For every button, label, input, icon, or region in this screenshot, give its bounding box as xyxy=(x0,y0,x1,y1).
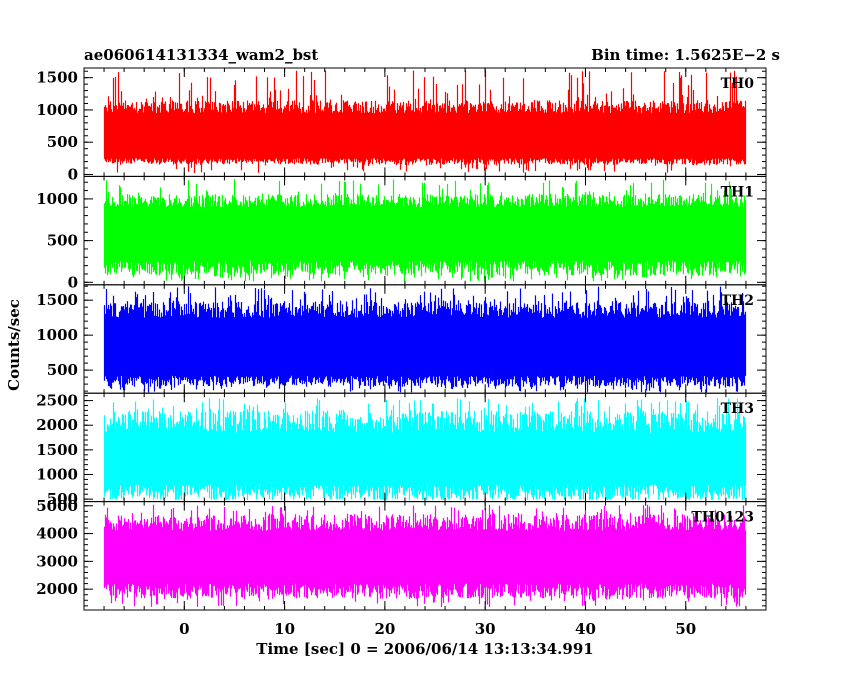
x-tick-label: 50 xyxy=(675,620,696,638)
y-tick-label: 1000 xyxy=(36,101,78,119)
panel-th2: 500 1000 1500 TH2 xyxy=(36,284,767,394)
y-tick-label: 500 xyxy=(47,490,78,508)
panel-label-th0: TH0 xyxy=(721,76,755,92)
panel-label-th0123: TH0123 xyxy=(691,510,754,526)
y-tick-label: 4000 xyxy=(36,525,78,543)
series-trace-th2 xyxy=(103,286,747,393)
panel-th0: 0 500 1000 1500 TH0 xyxy=(36,67,767,183)
y-tick-label: 1000 xyxy=(36,326,78,344)
y-tick-label: 5000 xyxy=(36,497,78,515)
panel-label-th1: TH1 xyxy=(721,184,754,200)
x-axis: 0 10 20 30 40 50 xyxy=(179,620,696,638)
y-tick-label: 1000 xyxy=(36,466,78,484)
panel-label-th2: TH2 xyxy=(721,293,754,309)
y-tick-label: 3000 xyxy=(36,552,78,570)
panel-label-th3: TH3 xyxy=(721,401,754,417)
y-tick-label: 1000 xyxy=(36,190,78,208)
x-tick-label: 40 xyxy=(575,620,596,638)
y-tick-label: 500 xyxy=(47,133,78,151)
y-tick-label: 2000 xyxy=(36,580,78,598)
y-tick-label: 1500 xyxy=(36,69,78,87)
y-tick-label: 1500 xyxy=(36,291,78,309)
x-tick-label: 10 xyxy=(274,620,295,638)
y-tick-label: 0 xyxy=(68,165,78,183)
panel-th0123: 2000 3000 4000 5000 TH0123 xyxy=(36,497,767,611)
chart-title-right: Bin time: 1.5625E−2 s xyxy=(591,46,780,64)
x-tick-label: 30 xyxy=(475,620,496,638)
series-trace-th0 xyxy=(103,70,747,173)
y-tick-label: 500 xyxy=(47,361,78,379)
chart-title-left: ae060614131334_wam2_bst xyxy=(84,46,318,64)
y-tick-label: 0 xyxy=(68,273,78,291)
x-tick-label: 0 xyxy=(179,620,189,638)
y-tick-label: 2000 xyxy=(36,416,78,434)
series-trace-th1 xyxy=(103,179,747,282)
y-axis-label: Counts/sec xyxy=(5,299,23,391)
y-tick-label: 2500 xyxy=(36,392,78,410)
x-axis-label: Time [sec] 0 = 2006/06/14 13:13:34.991 xyxy=(256,640,593,658)
y-tick-label: 1500 xyxy=(36,441,78,459)
series-trace-th3 xyxy=(103,398,747,501)
panel-th3: 500 1000 1500 2000 2500 TH3 xyxy=(36,392,767,508)
x-tick-label: 20 xyxy=(374,620,395,638)
panels-group: 0 500 1000 1500 TH0 0 500 1000 TH1 500 1000 1500 TH2… xyxy=(36,67,767,611)
series-trace-th0123 xyxy=(103,504,747,608)
y-tick-label: 500 xyxy=(47,232,78,250)
panel-th1: 0 500 1000 TH1 xyxy=(36,175,767,291)
